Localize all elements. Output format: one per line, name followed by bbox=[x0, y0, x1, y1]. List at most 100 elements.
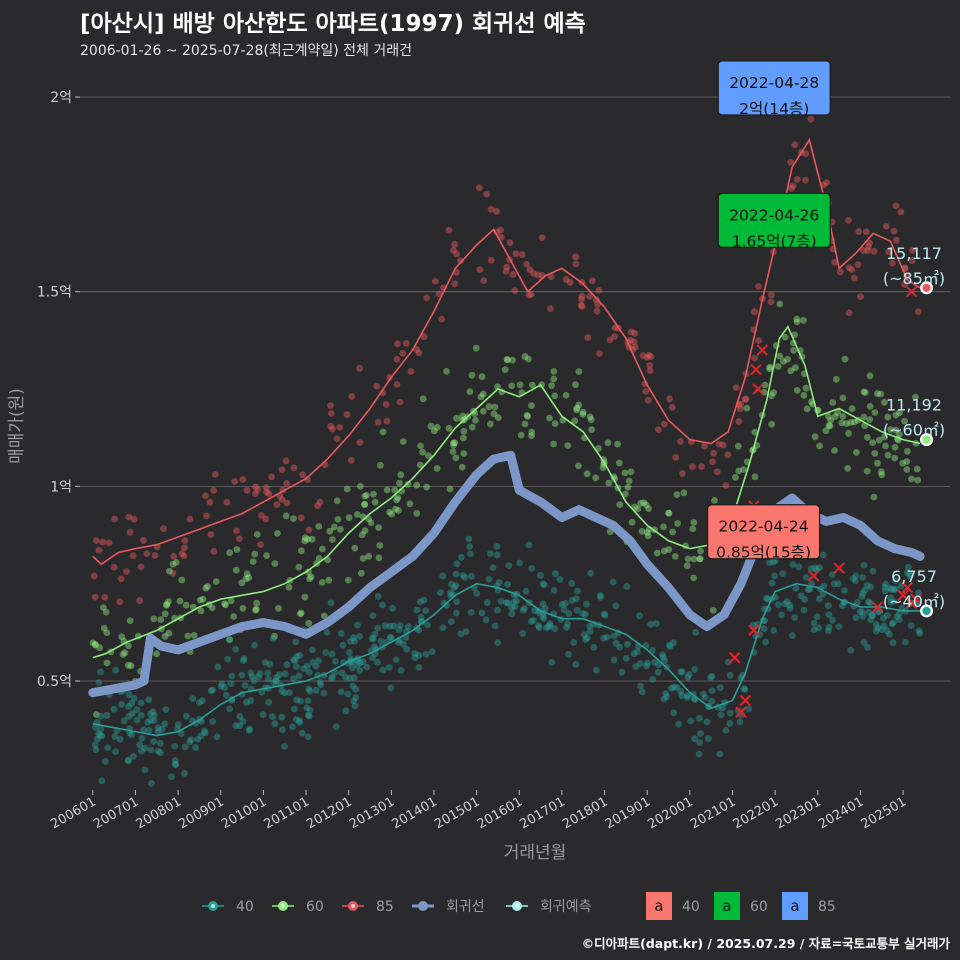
data-point bbox=[905, 563, 912, 571]
data-point bbox=[709, 607, 717, 614]
data-point bbox=[550, 368, 558, 375]
data-point bbox=[102, 608, 110, 616]
data-point bbox=[579, 610, 587, 617]
data-point bbox=[381, 622, 389, 630]
data-point bbox=[458, 553, 465, 561]
data-point bbox=[852, 577, 859, 585]
data-point bbox=[776, 352, 784, 360]
data-point bbox=[637, 499, 645, 507]
data-point bbox=[710, 449, 717, 457]
data-point bbox=[138, 735, 146, 742]
data-point bbox=[789, 182, 797, 190]
data-point bbox=[253, 531, 261, 538]
data-point bbox=[136, 741, 144, 749]
data-point bbox=[535, 622, 542, 629]
data-point bbox=[914, 476, 922, 484]
data-point bbox=[390, 622, 398, 630]
data-point bbox=[110, 705, 118, 713]
trend-line-40 bbox=[92, 582, 921, 737]
data-point bbox=[411, 654, 419, 662]
data-point bbox=[696, 555, 704, 563]
data-point bbox=[766, 365, 773, 373]
data-point bbox=[825, 623, 833, 631]
data-point bbox=[252, 483, 259, 491]
data-point bbox=[245, 574, 253, 581]
data-point bbox=[849, 575, 857, 582]
cancel-mark bbox=[728, 651, 741, 664]
callout-price: 1.65억(7층) bbox=[732, 232, 817, 250]
data-point bbox=[359, 555, 367, 562]
trend-lines bbox=[92, 137, 921, 737]
data-point bbox=[307, 573, 315, 581]
callout-box bbox=[706, 504, 821, 560]
data-point bbox=[290, 515, 297, 522]
data-point bbox=[448, 580, 455, 588]
x-tick-label: 201001 bbox=[219, 794, 269, 832]
data-point bbox=[363, 663, 371, 671]
data-point bbox=[375, 524, 382, 531]
data-point bbox=[130, 515, 138, 523]
data-point bbox=[614, 440, 621, 448]
data-point bbox=[97, 668, 104, 676]
data-point bbox=[803, 405, 811, 413]
data-point bbox=[601, 611, 609, 619]
data-point bbox=[340, 659, 347, 667]
data-point bbox=[413, 606, 421, 614]
data-point bbox=[265, 490, 273, 498]
data-point bbox=[558, 601, 566, 608]
data-point bbox=[95, 546, 103, 554]
data-point bbox=[836, 268, 844, 276]
data-point bbox=[273, 501, 281, 508]
data-point bbox=[550, 375, 558, 383]
data-point bbox=[516, 559, 523, 567]
data-point bbox=[491, 622, 499, 630]
data-point bbox=[640, 499, 648, 507]
data-point bbox=[867, 616, 875, 624]
data-point bbox=[881, 433, 888, 441]
data-point bbox=[377, 637, 385, 645]
data-point bbox=[92, 724, 99, 731]
data-point bbox=[912, 393, 919, 401]
data-point bbox=[509, 271, 517, 278]
scatter-series-40 bbox=[91, 535, 924, 787]
data-point bbox=[831, 447, 838, 454]
data-point bbox=[151, 552, 159, 559]
data-point bbox=[281, 743, 288, 750]
data-point bbox=[861, 586, 869, 594]
data-point bbox=[290, 656, 297, 664]
data-point bbox=[716, 750, 724, 758]
data-point bbox=[761, 381, 769, 389]
data-point bbox=[697, 547, 704, 555]
data-point bbox=[882, 580, 889, 588]
data-point bbox=[531, 607, 539, 615]
data-point bbox=[473, 590, 481, 597]
data-point bbox=[100, 624, 108, 632]
data-point bbox=[789, 561, 797, 568]
data-point bbox=[425, 452, 432, 459]
data-point bbox=[819, 551, 827, 559]
data-point bbox=[386, 633, 394, 641]
data-point bbox=[892, 411, 900, 419]
data-point bbox=[698, 463, 705, 470]
data-point bbox=[119, 651, 127, 658]
data-point bbox=[435, 290, 443, 298]
data-point bbox=[523, 412, 531, 419]
data-point bbox=[291, 656, 299, 664]
data-point bbox=[887, 426, 894, 433]
legend-box-swatch bbox=[782, 892, 808, 920]
data-point bbox=[89, 639, 97, 647]
data-point bbox=[775, 601, 782, 609]
legend: 40 60 85 회귀선 회귀예측 a 40 a 60 a 85 bbox=[202, 892, 836, 920]
data-point bbox=[327, 422, 335, 430]
data-point bbox=[306, 575, 313, 583]
data-point bbox=[691, 666, 699, 673]
data-point bbox=[769, 558, 777, 566]
data-point bbox=[892, 426, 900, 434]
data-point bbox=[293, 663, 300, 670]
data-point bbox=[405, 623, 412, 631]
data-point bbox=[452, 454, 460, 462]
data-point bbox=[353, 511, 361, 518]
data-point bbox=[822, 427, 830, 435]
data-point bbox=[453, 560, 461, 568]
